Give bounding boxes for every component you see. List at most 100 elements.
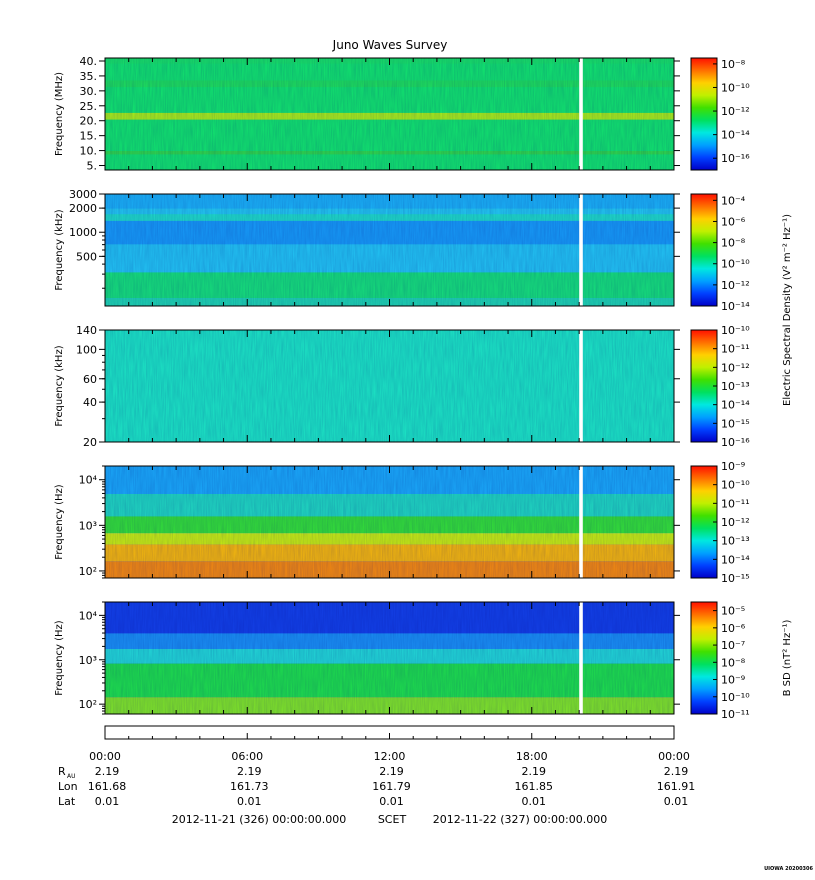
ephemeris-value: 161.91 [657, 780, 696, 793]
colorbar-tick-label: 10⁻¹⁰ [721, 479, 750, 492]
spectrogram-texture [105, 466, 674, 578]
y-tick-label: 1000 [69, 226, 97, 239]
colorbar-tick-label: 10⁻⁶ [721, 622, 746, 635]
y-tick-label: 2000 [69, 202, 97, 215]
ephemeris-row-label: Lat [58, 795, 76, 808]
colorbar-tick-label: 10⁻¹⁰ [721, 324, 750, 337]
y-tick-label: 20. [80, 115, 98, 128]
ephemeris-value: 0.01 [664, 795, 689, 808]
end-date-label: 2012-11-22 (327) 00:00:00.000 [433, 813, 607, 826]
y-tick-label: 25. [80, 100, 98, 113]
credit-label: UIOWA 20200306 [764, 866, 813, 872]
y-tick-label: 3000 [69, 188, 97, 201]
ephemeris-value: 161.73 [230, 780, 269, 793]
y-tick-label: 10³ [79, 654, 97, 667]
y-tick-label: 500 [76, 250, 97, 263]
ephemeris-value: 0.01 [522, 795, 547, 808]
colorbar-tick-label: 10⁻¹⁶ [721, 152, 750, 165]
colorbar-tick-label: 10⁻¹² [721, 516, 750, 529]
colorbar [690, 57, 718, 171]
colorbar-tick-label: 10⁻¹³ [721, 380, 750, 393]
colorbar [690, 193, 718, 307]
y-tick-label: 10⁴ [79, 609, 98, 622]
data-gap [579, 194, 583, 306]
data-gap [579, 602, 583, 714]
colorbar-tick-label: 10⁻¹¹ [721, 708, 750, 721]
ephemeris-value: 2.19 [522, 765, 547, 778]
colorbar-tick-label: 10⁻¹² [721, 279, 750, 292]
y-tick-label: 140 [76, 324, 97, 337]
data-gap [579, 330, 583, 442]
time-tick-label: 18:00 [516, 750, 548, 763]
y-tick-label: 35. [80, 70, 98, 83]
spectrogram-texture [105, 602, 674, 714]
colorbar-label: Electric Spectral Density (V² m⁻² Hz⁻¹) [782, 214, 793, 406]
colorbar-tick-label: 10⁻¹⁰ [721, 81, 750, 94]
panels: 40. 35. 30. 25. 20. 15. 10. 5. Frequency (MHz) 10… [54, 55, 793, 721]
ephemeris-row-sublabel: AU [67, 773, 76, 780]
y-tick-label: 10² [79, 698, 97, 711]
ephemeris-row-label: R [58, 765, 66, 778]
colorbar-tick-label: 10⁻⁹ [721, 674, 745, 687]
y-axis-label: Frequency (MHz) [54, 72, 65, 156]
ephemeris-value: 2.19 [237, 765, 262, 778]
time-axis: 00:00 06:00 12:00 18:00 00:00 R AU 2.19 2.19 2.19… [58, 725, 696, 826]
colorbar-tick-label: 10⁻⁸ [721, 656, 746, 669]
ephemeris-value: 161.68 [88, 780, 127, 793]
scet-label: SCET [378, 813, 407, 826]
spectrogram-panel: 10⁴ 10³ 10² Frequency (Hz) 10⁻⁵ 10⁻⁶ 10⁻⁷ 10⁻⁸ 1… [54, 601, 750, 721]
colorbar-tick-label: 10⁻¹⁴ [721, 553, 750, 566]
ephemeris-value: 2.19 [379, 765, 404, 778]
colorbar-tick-label: 10⁻⁹ [721, 460, 745, 473]
y-tick-label: 40. [80, 55, 98, 68]
colorbar-tick-label: 10⁻⁷ [721, 639, 745, 652]
ephemeris-value: 0.01 [379, 795, 404, 808]
y-tick-label: 10⁴ [79, 474, 98, 487]
figure-title: Juno Waves Survey [332, 38, 448, 52]
y-tick-label: 100 [76, 343, 97, 356]
time-tick-label: 00:00 [658, 750, 690, 763]
colorbar-tick-label: 10⁻¹⁰ [721, 258, 750, 271]
spectrogram-texture [105, 194, 674, 306]
y-tick-label: 60 [83, 373, 97, 386]
colorbar-tick-label: 10⁻⁸ [721, 58, 746, 71]
colorbar-tick-label: 10⁻¹¹ [721, 497, 750, 510]
y-tick-label: 5. [87, 160, 98, 173]
y-tick-label: 20 [83, 436, 97, 449]
ephemeris-value: 0.01 [95, 795, 120, 808]
y-tick-label: 10. [80, 145, 98, 158]
colorbar [690, 601, 718, 715]
ephemeris-value: 2.19 [95, 765, 120, 778]
y-tick-label: 10³ [79, 519, 97, 532]
data-gap [579, 466, 583, 578]
start-date-label: 2012-11-21 (326) 00:00:00.000 [172, 813, 346, 826]
ephemeris-row-label: Lon [58, 780, 78, 793]
colorbar-tick-label: 10⁻¹¹ [721, 343, 750, 356]
colorbar-tick-label: 10⁻¹² [721, 105, 750, 118]
time-tick-label: 06:00 [231, 750, 263, 763]
colorbar-tick-label: 10⁻¹⁵ [721, 417, 750, 430]
ephemeris-value: 161.85 [515, 780, 554, 793]
colorbar-tick-label: 10⁻¹⁶ [721, 436, 750, 449]
spectrogram-texture [105, 58, 674, 170]
colorbar-tick-label: 10⁻⁴ [721, 194, 746, 207]
spectrogram-panel: 10⁴ 10³ 10² Frequency (Hz) 10⁻⁹ 10⁻¹⁰ 10⁻¹¹ 10⁻… [54, 460, 750, 585]
y-tick-label: 10² [79, 565, 97, 578]
colorbar-label: B SD (nT² Hz⁻¹) [782, 620, 793, 697]
colorbar-tick-label: 10⁻¹³ [721, 535, 750, 548]
ephemeris-value: 2.19 [664, 765, 689, 778]
y-axis-label: Frequency (kHz) [54, 209, 65, 290]
colorbar-tick-label: 10⁻¹⁰ [721, 691, 750, 704]
spectrogram-panel: 40. 35. 30. 25. 20. 15. 10. 5. Frequency (MHz) 10… [54, 55, 750, 173]
time-tick-label: 12:00 [374, 750, 406, 763]
y-tick-label: 30. [80, 85, 98, 98]
spectrogram-texture [105, 330, 674, 442]
y-tick-label: 40 [83, 396, 97, 409]
time-tick-label: 00:00 [89, 750, 121, 763]
colorbar-tick-label: 10⁻¹⁴ [721, 129, 750, 142]
spectrogram-panel: 140 100 60 40 20 Frequency (kHz) 10⁻¹⁰ 10⁻¹¹ 10⁻… [54, 324, 750, 449]
colorbar-tick-label: 10⁻¹⁵ [721, 572, 750, 585]
colorbar-tick-label: 10⁻⁶ [721, 215, 746, 228]
